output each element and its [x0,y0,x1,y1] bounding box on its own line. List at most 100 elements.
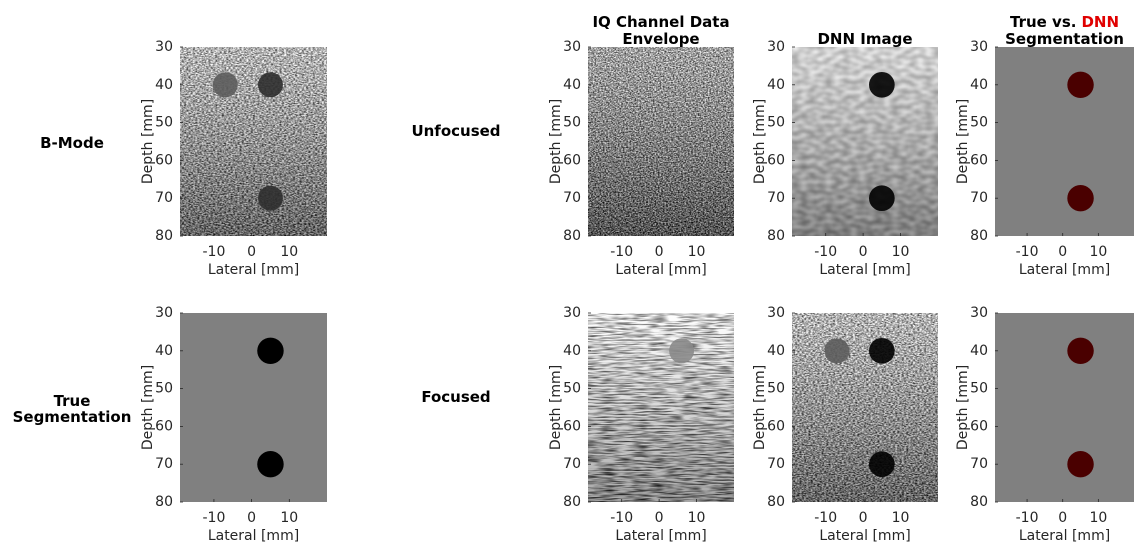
y-tick-label: 60 [970,418,988,434]
inclusion [669,338,695,364]
y-axis-label: Depth [mm] [955,99,971,184]
panel: 30 40 50 60 70 80 -10 0 10 Lateral [mm] Depth [mm] [752,305,938,544]
image-background [995,47,1134,236]
image-shading [588,47,734,236]
title-part: Envelope [622,30,699,48]
panel: 30 40 50 60 70 80 -10 0 10 Lateral [mm] Depth [mm]… [411,13,734,278]
panel-title: DNN Image [817,30,912,48]
y-tick-label: 70 [767,456,785,472]
y-tick-label: 80 [563,228,581,244]
y-tick-label: 60 [767,418,785,434]
x-tick-label: -10 [202,244,225,260]
y-tick-label: 50 [970,381,988,397]
y-tick-label: 40 [563,343,581,359]
x-axis-label: Lateral [mm] [208,528,299,544]
image [995,47,1134,236]
title-part: IQ Channel Data [592,13,729,31]
panel-title: Segmentation [1005,30,1124,48]
x-tick-label: 0 [655,244,664,260]
inclusion [1067,71,1094,99]
row-label: B-Mode [40,134,104,152]
panel-title: Envelope [622,30,699,48]
panel: 30 40 50 60 70 80 -10 0 10 Lateral [mm] Depth [mm] [955,305,1134,544]
y-tick-label: 60 [563,152,581,168]
y-tick-label: 30 [563,305,581,321]
y-axis-label: Depth [mm] [140,365,156,450]
image [792,313,938,502]
inclusion [1067,337,1094,365]
y-axis-label: Depth [mm] [752,99,768,184]
y-tick-label: 40 [155,343,173,359]
y-tick-label: 60 [563,418,581,434]
inclusion [257,185,283,211]
y-tick-label: 80 [970,228,988,244]
panel: 30 40 50 60 70 80 -10 0 10 Lateral [mm] Depth [mm]… [421,305,734,544]
y-tick-label: 50 [767,115,785,131]
x-axis-label: Lateral [mm] [615,262,706,278]
row-label: Unfocused [411,122,500,140]
image-shading [588,313,734,502]
y-tick-label: 50 [155,115,173,131]
inclusion [868,337,895,364]
y-tick-label: 50 [155,381,173,397]
x-tick-label: 10 [892,510,910,526]
row-label: Segmentation [13,408,132,426]
y-tick-label: 70 [970,190,988,206]
y-tick-label: 40 [155,77,173,93]
y-axis-label: Depth [mm] [548,365,564,450]
y-tick-label: 70 [563,456,581,472]
y-tick-label: 40 [563,77,581,93]
panel: 30 40 50 60 70 80 -10 0 10 Lateral [mm] Depth [mm]… [13,305,327,544]
y-tick-label: 30 [767,305,785,321]
panel: 30 40 50 60 70 80 -10 0 10 Lateral [mm] Depth [mm]… [752,30,938,278]
x-tick-label: 10 [280,510,298,526]
image [588,313,734,502]
inclusion [868,71,895,98]
y-tick-label: 50 [563,381,581,397]
inclusion [212,72,238,98]
x-tick-label: 0 [1058,244,1067,260]
x-tick-label: 10 [892,244,910,260]
y-tick-label: 70 [155,190,173,206]
x-axis-label: Lateral [mm] [615,528,706,544]
x-axis-label: Lateral [mm] [1019,528,1110,544]
y-tick-label: 30 [767,39,785,55]
x-tick-label: 10 [280,244,298,260]
title-part: Segmentation [1005,30,1124,48]
x-tick-label: 0 [247,510,256,526]
y-tick-label: 60 [155,418,173,434]
row-label: True [54,392,91,410]
row-label: Focused [421,388,490,406]
y-tick-label: 60 [767,152,785,168]
panel: 30 40 50 60 70 80 -10 0 10 Lateral [mm] Depth [mm]… [955,13,1134,278]
y-tick-label: 80 [155,228,173,244]
panel-title: IQ Channel Data [592,13,729,31]
title-part: DNN Image [817,30,912,48]
y-tick-label: 70 [155,456,173,472]
inclusion [257,337,284,365]
y-axis-label: Depth [mm] [140,99,156,184]
y-tick-label: 60 [155,152,173,168]
y-tick-label: 40 [970,77,988,93]
title-part: True vs. [1010,13,1076,31]
y-tick-label: 40 [767,77,785,93]
image [995,313,1134,502]
y-axis-label: Depth [mm] [548,99,564,184]
panel: 30 40 50 60 70 80 -10 0 10 Lateral [mm] Depth [mm]… [40,39,327,278]
x-tick-label: 10 [1089,244,1107,260]
y-axis-label: Depth [mm] [752,365,768,450]
y-tick-label: 50 [970,115,988,131]
x-tick-label: 0 [859,510,868,526]
y-tick-label: 80 [563,494,581,510]
y-tick-label: 40 [767,343,785,359]
y-tick-label: 60 [970,152,988,168]
x-tick-label: 0 [655,510,664,526]
title-part: DNN [1081,13,1119,31]
inclusion [868,451,895,478]
x-axis-label: Lateral [mm] [819,262,910,278]
y-tick-label: 70 [970,456,988,472]
y-axis-label: Depth [mm] [955,365,971,450]
inclusion [257,72,283,98]
x-tick-label: 10 [688,510,706,526]
x-tick-label: 0 [859,244,868,260]
